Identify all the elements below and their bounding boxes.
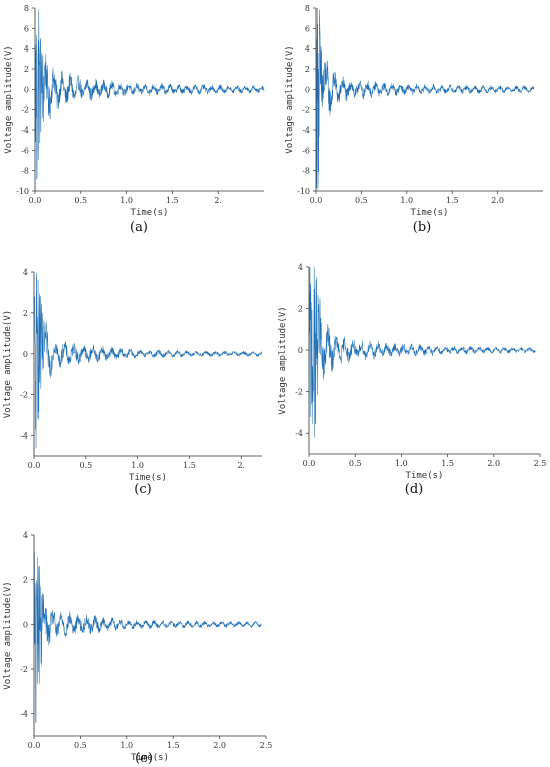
y-tick-label: 0 bbox=[23, 620, 28, 629]
y-tick-label: -10 bbox=[16, 187, 29, 196]
y-tick-label: 4 bbox=[298, 263, 303, 272]
y-tick-label: -4 bbox=[302, 126, 310, 135]
panel-caption: (c) bbox=[134, 482, 151, 497]
x-axis-label: Time(s) bbox=[129, 473, 167, 483]
chart-panel-2: 8 6 4 2 0 -2 -4 -6 -8 -100.0 0.5 1.0 1.5 2.0 Time(s) Vo… bbox=[285, 4, 543, 235]
x-tick-label: 0.5 bbox=[349, 459, 362, 468]
x-tick-label: 1.0 bbox=[131, 461, 144, 470]
x-tick-label: 0.5 bbox=[79, 461, 92, 470]
y-tick-label: 8 bbox=[24, 4, 29, 13]
x-tick-label: 0.0 bbox=[303, 459, 316, 468]
x-tick-label: 1.5 bbox=[446, 196, 459, 205]
x-tick-label: 1.0 bbox=[120, 196, 133, 205]
panel-caption: (e) bbox=[135, 751, 153, 766]
signal-trace bbox=[35, 9, 265, 180]
y-tick-label: 0 bbox=[305, 85, 310, 94]
y-tick-label: -2 bbox=[295, 388, 303, 397]
x-tick-label: 1.5 bbox=[441, 459, 454, 468]
y-tick-label: -4 bbox=[21, 126, 29, 135]
x-tick-label: 2.5 bbox=[260, 741, 273, 750]
y-axis-label: Voltage amplitude(V) bbox=[278, 306, 288, 414]
y-tick-label: -4 bbox=[20, 432, 28, 441]
y-tick-label: -2 bbox=[20, 665, 28, 674]
x-axis-label: Time(s) bbox=[131, 753, 169, 763]
y-tick-label: 4 bbox=[23, 531, 28, 540]
y-tick-label: 2 bbox=[23, 576, 28, 585]
y-tick-label: 2 bbox=[305, 65, 310, 74]
x-tick-label: 2. bbox=[214, 196, 222, 205]
y-axis-label: Voltage amplitude(V) bbox=[285, 45, 295, 153]
panel-caption: (a) bbox=[130, 220, 148, 235]
x-tick-label: 0.0 bbox=[29, 196, 42, 205]
panel-caption: (d) bbox=[405, 482, 423, 497]
x-tick-label: 2.5 bbox=[534, 459, 547, 468]
y-tick-label: 4 bbox=[23, 268, 28, 277]
y-tick-label: 4 bbox=[24, 45, 29, 54]
x-tick-label: 2.0 bbox=[487, 459, 500, 468]
signal-trace bbox=[309, 266, 536, 438]
x-tick-label: 1.0 bbox=[120, 741, 133, 750]
chart-panel-4: 4 2 0 -2 -4 0.0 0.5 1.0 1.5 2.0 2.5 Time(s) Voltage … bbox=[278, 263, 546, 497]
x-tick-label: 0.0 bbox=[28, 461, 41, 470]
y-tick-label: 0 bbox=[298, 346, 303, 355]
panel-caption: (b) bbox=[413, 220, 431, 235]
y-axis-label: Voltage amplitude(V) bbox=[3, 581, 13, 689]
y-tick-label: 0 bbox=[24, 85, 29, 94]
x-tick-label: 2. bbox=[237, 461, 245, 470]
y-tick-label: -6 bbox=[302, 146, 310, 155]
y-tick-label: -2 bbox=[21, 106, 29, 115]
x-axis-label: Time(s) bbox=[131, 208, 169, 218]
x-tick-label: 2.0 bbox=[491, 196, 504, 205]
y-tick-label: 6 bbox=[24, 24, 29, 33]
chart-panel-3: 4 2 0 -2 -4 0.0 0.5 1.0 1.5 2. Time(s) Voltage ampl… bbox=[3, 268, 263, 497]
y-tick-label: 8 bbox=[305, 4, 310, 13]
x-tick-label: 1.5 bbox=[166, 196, 179, 205]
x-tick-label: 0.5 bbox=[355, 196, 368, 205]
x-tick-label: 1.0 bbox=[400, 196, 413, 205]
y-tick-label: -2 bbox=[20, 391, 28, 400]
y-tick-label: -4 bbox=[295, 429, 303, 438]
y-tick-label: -10 bbox=[297, 187, 310, 196]
x-tick-label: 1.5 bbox=[183, 461, 196, 470]
x-tick-label: 0.0 bbox=[310, 196, 323, 205]
y-axis-label: Voltage amplitude(V) bbox=[3, 310, 13, 418]
y-tick-label: 6 bbox=[305, 24, 310, 33]
y-tick-label: -6 bbox=[21, 146, 29, 155]
x-axis-label: Time(s) bbox=[406, 471, 444, 481]
y-tick-label: 0 bbox=[23, 350, 28, 359]
y-tick-label: -8 bbox=[302, 167, 310, 176]
x-tick-label: 0.5 bbox=[74, 196, 87, 205]
signal-trace bbox=[34, 272, 263, 449]
y-tick-label: 4 bbox=[305, 45, 310, 54]
y-tick-label: 2 bbox=[23, 309, 28, 318]
signal-trace bbox=[34, 552, 262, 723]
signal-trace bbox=[316, 7, 535, 190]
x-axis-label: Time(s) bbox=[411, 208, 449, 218]
y-tick-label: 2 bbox=[24, 65, 29, 74]
chart-panel-1: 8 6 4 2 0 -2 -4 -6 -8 -100.0 0.5 1.0 1.5 2. Time(s) Vol… bbox=[4, 4, 265, 235]
x-tick-label: 1.5 bbox=[167, 741, 180, 750]
y-tick-label: -4 bbox=[20, 710, 28, 719]
x-tick-label: 2.0 bbox=[213, 741, 226, 750]
y-tick-label: -2 bbox=[302, 106, 310, 115]
y-tick-label: -8 bbox=[21, 167, 29, 176]
x-tick-label: 0.5 bbox=[74, 741, 87, 750]
chart-panel-5: 4 2 0 -2 -4 0.0 0.5 1.0 1.5 2.0 2.5 Time(s) Voltage … bbox=[3, 531, 272, 766]
x-tick-label: 1.0 bbox=[395, 459, 408, 468]
y-axis-label: Voltage amplitude(V) bbox=[4, 45, 14, 153]
y-tick-label: 2 bbox=[298, 305, 303, 314]
x-tick-label: 0.0 bbox=[28, 741, 41, 750]
